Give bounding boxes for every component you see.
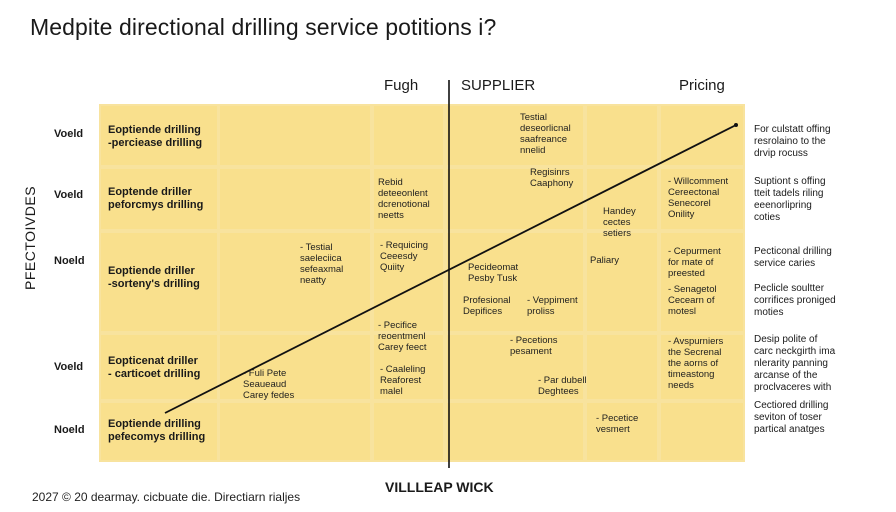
column-header-center: SUPPLIER [461, 77, 536, 94]
column-header-left: Fugh [384, 77, 419, 94]
trend-line-endpoint [734, 123, 738, 127]
grid-cell [101, 403, 217, 460]
right-note: Cectiored drilling seviton of toser partic… [754, 400, 829, 435]
grid-cell [661, 233, 743, 331]
cell-note: Regisinrs Caaphony [530, 167, 574, 189]
grid-cell [220, 335, 370, 399]
row-label: Noeld [54, 424, 85, 436]
grid-cell [101, 169, 217, 229]
grid-cell [587, 403, 657, 460]
cell-note: - Caaleling Reaforest malel [380, 364, 426, 397]
cell-note: Paliary [590, 255, 620, 266]
grid-cell [220, 233, 370, 331]
grid-cell [374, 403, 443, 460]
grid-cell [447, 335, 583, 399]
grid-cell [587, 106, 657, 165]
row-description: Eoptiende driller -sorteny's drilling [108, 265, 200, 290]
grid-cell [447, 403, 583, 460]
cell-note: Pecideomat Pesby Tusk [468, 262, 519, 284]
page-title: Medpite directional drilling service pot… [30, 14, 497, 40]
column-header-right: Pricing [679, 77, 725, 94]
cell-note: Handey cectes setiers [603, 206, 636, 239]
cell-note: - Par dubell Deghtees [538, 375, 587, 397]
cell-note: - Fuli Pete Seaueaud Carey fedes [243, 368, 295, 401]
grid-cell [661, 403, 743, 460]
grid-cell [220, 169, 370, 229]
grid-cell [447, 106, 583, 165]
grid-cell [220, 106, 370, 165]
footer-text: 2027 © 20 dearmay. cicbuate die. Directi… [32, 490, 301, 504]
grid-note: - Willcomment Cereectonal Senecorel Onility [668, 176, 729, 220]
grid-cell [661, 169, 743, 229]
row-description: Eoptiende drilling -perciease drilling [108, 124, 203, 149]
right-note: Suptiont s offing tteit tadels riling eeen… [754, 176, 826, 223]
grid-cell [661, 335, 743, 399]
x-axis-label: VILLLEAP WICK [385, 479, 494, 495]
row-label: Voeld [54, 128, 84, 140]
grid-cell [101, 335, 217, 399]
grid-cell [374, 233, 443, 331]
grid-cell [447, 169, 583, 229]
cell-note: - Pecifice reoentmenl Carey feect [378, 320, 427, 353]
row-label: Voeld [54, 361, 84, 373]
row-label: Voeld [54, 189, 84, 201]
cell-note: - Requicing Ceeesdy Quiity [380, 240, 429, 273]
row-description: Eopticenat driller - carticoet drilling [108, 355, 201, 380]
right-note: Pecticonal drilling service caries [754, 246, 832, 269]
grid-cell [101, 233, 217, 331]
cell-note: - Veppiment proliss [527, 295, 578, 317]
cell-note: - Pecetions pesament [510, 335, 558, 357]
right-note: Peclicle soultter corrifices proniged moti… [754, 283, 836, 318]
row-description: Eoptiende drilling pefecomys drilling [108, 418, 206, 443]
row-label: Noeld [54, 255, 85, 267]
grid-cell [447, 233, 583, 331]
grid-note: - Senagetol Cecearn of motesl [668, 284, 717, 317]
grid-cell [374, 335, 443, 399]
grid-cell [374, 169, 443, 229]
grid-note: - Avspurniers the Secrenal the aorns of tim… [668, 336, 724, 391]
grid-note: - Cepurment for mate of preested [668, 246, 721, 279]
cell-note: - Pecetice vesmert [596, 413, 639, 435]
grid-cell [101, 106, 217, 165]
cell-note: Profesional Depifices [463, 295, 511, 317]
grid-cell [587, 169, 657, 229]
grid-cell [587, 233, 657, 331]
row-description: Eoptende driller peforcmys drilling [108, 186, 204, 211]
cell-note: - Testial saeleciica sefeaxmal neatty [300, 242, 344, 286]
grid-cell [220, 403, 370, 460]
grid-cell [587, 335, 657, 399]
grid-cell [374, 106, 443, 165]
right-note: Desip polite of carc neckgirth ima nlerari… [754, 334, 836, 393]
trend-line [164, 124, 737, 414]
cell-note: Testial deseorlicnal saafreance nnelid [520, 112, 571, 156]
matrix-grid [99, 104, 745, 462]
cell-note: Rebid deteeonlent dcrenotional neetts [378, 177, 430, 221]
right-note: For culstatt offing resrolaino to the drvi… [754, 124, 831, 159]
